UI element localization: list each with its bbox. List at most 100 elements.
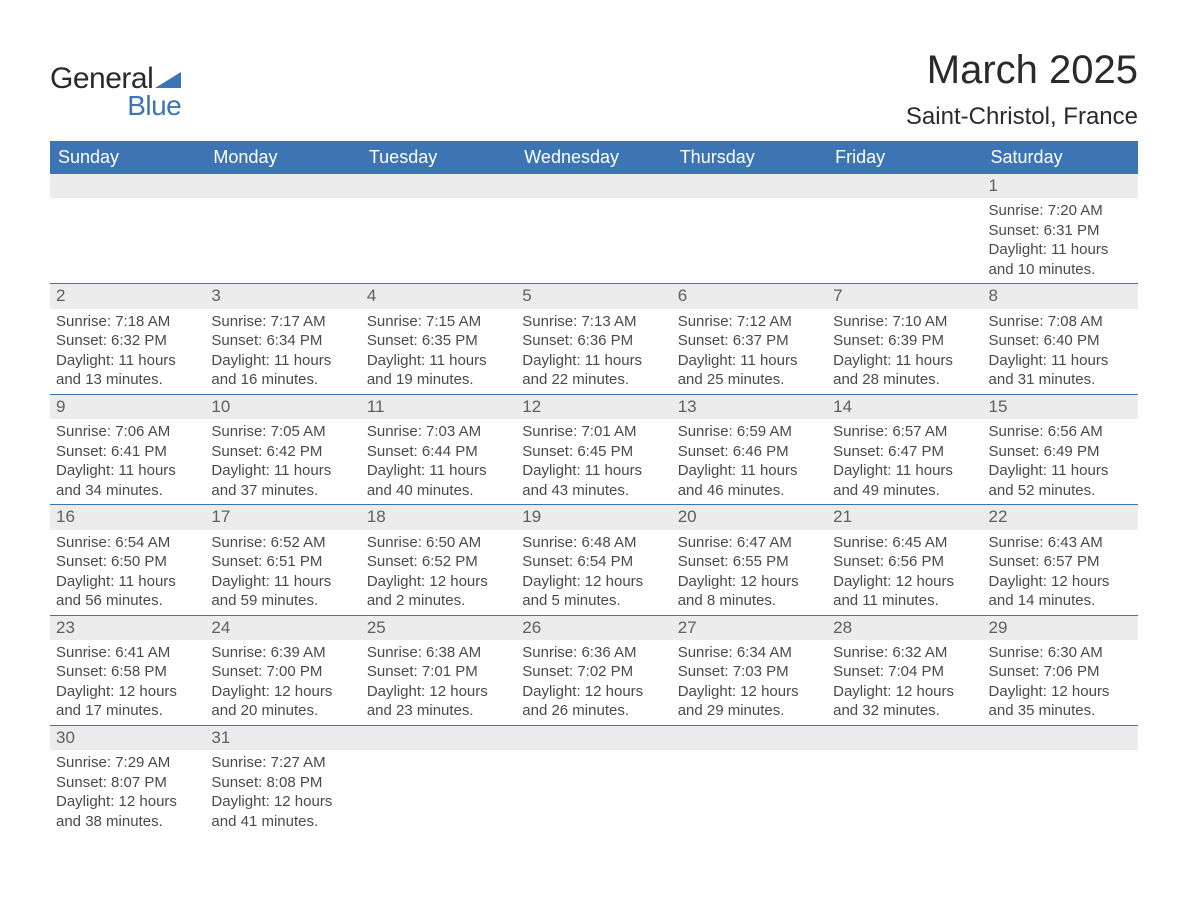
calendar-cell: 16Sunrise: 6:54 AMSunset: 6:50 PMDayligh… — [50, 505, 205, 615]
day-number: 26 — [516, 616, 671, 640]
daylight-line2: and 10 minutes. — [989, 260, 1132, 280]
table-row: 16Sunrise: 6:54 AMSunset: 6:50 PMDayligh… — [50, 505, 1138, 615]
empty-daybody — [672, 198, 827, 225]
calendar-cell: 25Sunrise: 6:38 AMSunset: 7:01 PMDayligh… — [361, 615, 516, 725]
sunrise-line-value: 6:39 AM — [271, 644, 326, 661]
sunset-line-label: Sunset: — [833, 663, 888, 680]
daylight-line1: Daylight: 12 hours — [678, 572, 821, 592]
day-body: Sunrise: 7:20 AMSunset: 6:31 PMDaylight:… — [983, 198, 1138, 283]
day-number: 19 — [516, 505, 671, 529]
day-number: 15 — [983, 395, 1138, 419]
day-number: 10 — [205, 395, 360, 419]
daylight-line1-value: 11 hours — [119, 573, 176, 590]
sunrise-line: Sunrise: 7:03 AM — [367, 422, 510, 442]
daylight-line1: Daylight: 12 hours — [522, 572, 665, 592]
empty-daybody — [672, 750, 827, 777]
daylight-line1-value: 11 hours — [274, 352, 331, 369]
sunset-line-value: 7:06 PM — [1044, 663, 1100, 680]
empty-daybody — [205, 198, 360, 225]
day-number: 3 — [205, 284, 360, 308]
sunset-line-label: Sunset: — [56, 443, 111, 460]
daylight-line1-value: 12 hours — [1051, 573, 1109, 590]
sunrise-line: Sunrise: 6:41 AM — [56, 643, 199, 663]
daylight-line2: and 49 minutes. — [833, 481, 976, 501]
sunset-line-value: 6:36 PM — [577, 332, 633, 349]
empty-daybody — [983, 750, 1138, 777]
daylight-line1: Daylight: 12 hours — [367, 682, 510, 702]
sunset-line-value: 6:32 PM — [111, 332, 167, 349]
daylight-line1: Daylight: 11 hours — [211, 572, 354, 592]
daylight-line1: Daylight: 12 hours — [678, 682, 821, 702]
sunset-line-label: Sunset: — [989, 443, 1044, 460]
daylight-line1-label: Daylight: — [678, 573, 741, 590]
sunrise-line-value: 7:13 AM — [581, 313, 636, 330]
sunset-line: Sunset: 6:56 PM — [833, 552, 976, 572]
calendar-cell — [827, 174, 982, 284]
sunrise-line-label: Sunrise: — [833, 644, 892, 661]
daylight-line1-label: Daylight: — [678, 462, 741, 479]
daylight-line1-value: 11 hours — [429, 462, 486, 479]
sunrise-line-label: Sunrise: — [211, 423, 270, 440]
sunrise-line: Sunrise: 7:06 AM — [56, 422, 199, 442]
sunset-line: Sunset: 6:32 PM — [56, 331, 199, 351]
daylight-line1-label: Daylight: — [522, 573, 585, 590]
daylight-line1-value: 11 hours — [585, 462, 642, 479]
daylight-line2: and 38 minutes. — [56, 812, 199, 832]
calendar-cell: 14Sunrise: 6:57 AMSunset: 6:47 PMDayligh… — [827, 394, 982, 504]
daylight-line2: and 11 minutes. — [833, 591, 976, 611]
day-number: 27 — [672, 616, 827, 640]
calendar-cell: 4Sunrise: 7:15 AMSunset: 6:35 PMDaylight… — [361, 284, 516, 394]
sunset-line-value: 6:50 PM — [111, 553, 167, 570]
sunrise-line-value: 7:10 AM — [892, 313, 947, 330]
day-number: 2 — [50, 284, 205, 308]
sunrise-line-value: 6:50 AM — [426, 534, 481, 551]
sunset-line-value: 6:41 PM — [111, 443, 167, 460]
day-number: 5 — [516, 284, 671, 308]
day-number: 1 — [983, 174, 1138, 198]
day-body: Sunrise: 7:17 AMSunset: 6:34 PMDaylight:… — [205, 309, 360, 394]
daylight-line1-value: 11 hours — [896, 352, 953, 369]
sunset-line-label: Sunset: — [211, 774, 266, 791]
sunrise-line-value: 7:27 AM — [271, 754, 326, 771]
calendar-header: SundayMondayTuesdayWednesdayThursdayFrid… — [50, 141, 1138, 174]
daylight-line1-value: 12 hours — [896, 573, 954, 590]
empty-daynum — [672, 174, 827, 198]
calendar-cell: 12Sunrise: 7:01 AMSunset: 6:45 PMDayligh… — [516, 394, 671, 504]
empty-daybody — [516, 198, 671, 225]
sunset-line-label: Sunset: — [833, 332, 888, 349]
day-body: Sunrise: 7:12 AMSunset: 6:37 PMDaylight:… — [672, 309, 827, 394]
day-number: 30 — [50, 726, 205, 750]
logo: General Blue — [50, 62, 181, 122]
sunrise-line-value: 6:59 AM — [737, 423, 792, 440]
table-row: 23Sunrise: 6:41 AMSunset: 6:58 PMDayligh… — [50, 615, 1138, 725]
day-number: 18 — [361, 505, 516, 529]
sunrise-line: Sunrise: 7:29 AM — [56, 753, 199, 773]
sunset-line: Sunset: 6:44 PM — [367, 442, 510, 462]
sunrise-line-value: 7:29 AM — [115, 754, 170, 771]
daylight-line1: Daylight: 12 hours — [989, 682, 1132, 702]
daylight-line2: and 31 minutes. — [989, 370, 1132, 390]
daylight-line2: and 22 minutes. — [522, 370, 665, 390]
sunset-line: Sunset: 6:46 PM — [678, 442, 821, 462]
sunset-line-label: Sunset: — [678, 443, 733, 460]
day-number: 17 — [205, 505, 360, 529]
sunrise-line-value: 6:56 AM — [1048, 423, 1103, 440]
daylight-line1-value: 12 hours — [740, 573, 798, 590]
sunset-line-value: 8:07 PM — [111, 774, 167, 791]
column-header: Saturday — [983, 141, 1138, 174]
sunset-line-label: Sunset: — [211, 553, 266, 570]
day-body: Sunrise: 6:52 AMSunset: 6:51 PMDaylight:… — [205, 530, 360, 615]
daylight-line1-value: 11 hours — [585, 352, 642, 369]
sunset-line-label: Sunset: — [56, 553, 111, 570]
sunrise-line-value: 6:41 AM — [115, 644, 170, 661]
daylight-line1-value: 12 hours — [274, 683, 332, 700]
header-row: General Blue March 2025 Saint-Christol, … — [50, 48, 1138, 131]
daylight-line1-label: Daylight: — [522, 352, 585, 369]
sunrise-line: Sunrise: 6:47 AM — [678, 533, 821, 553]
daylight-line1-label: Daylight: — [211, 683, 274, 700]
sunset-line: Sunset: 6:35 PM — [367, 331, 510, 351]
daylight-line1-value: 12 hours — [274, 793, 332, 810]
daylight-line1-label: Daylight: — [833, 683, 896, 700]
sunrise-line: Sunrise: 6:56 AM — [989, 422, 1132, 442]
sunset-line: Sunset: 6:40 PM — [989, 331, 1132, 351]
